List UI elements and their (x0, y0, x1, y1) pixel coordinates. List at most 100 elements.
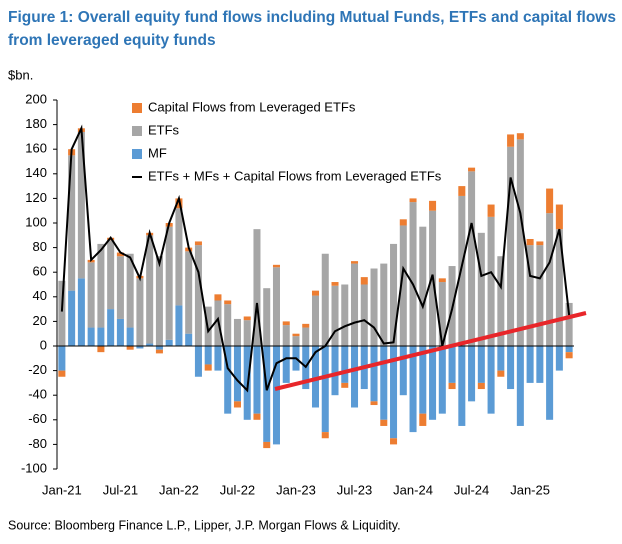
bar (204, 346, 212, 365)
bar (146, 343, 154, 346)
bar (526, 346, 534, 383)
bar (224, 346, 232, 414)
bar (77, 131, 85, 279)
bar (341, 284, 349, 346)
bar (194, 245, 202, 346)
bar (526, 238, 534, 246)
x-tick-label: Jan-24 (393, 482, 433, 497)
bar (380, 263, 388, 346)
bar (487, 216, 495, 346)
y-tick-label: 200 (25, 91, 47, 106)
bar (58, 346, 66, 371)
bar (224, 300, 232, 305)
bar (146, 235, 154, 344)
bar (126, 327, 134, 346)
bar (77, 278, 85, 346)
bar (390, 438, 398, 445)
bar (282, 321, 290, 326)
bar (243, 316, 251, 321)
bar (555, 229, 563, 346)
bar (272, 346, 280, 445)
bar (253, 413, 261, 420)
bar (126, 346, 134, 350)
bar (399, 346, 407, 396)
bar (380, 419, 388, 426)
bar (233, 318, 241, 346)
bar (68, 290, 76, 346)
bar (370, 401, 378, 406)
bar (185, 333, 193, 346)
bar (302, 323, 310, 328)
bar (370, 346, 378, 402)
bar (263, 288, 271, 346)
bar (565, 302, 573, 346)
x-tick-label: Jul-21 (103, 482, 138, 497)
bar (458, 346, 466, 426)
y-tick-label: -80 (28, 436, 47, 451)
bar (107, 240, 115, 310)
bar (360, 284, 368, 346)
bar (516, 133, 524, 140)
y-tick-label: 180 (25, 116, 47, 131)
x-tick-label: Jul-23 (337, 482, 372, 497)
bar (185, 251, 193, 334)
bar (370, 268, 378, 346)
bar (341, 346, 349, 383)
bar (477, 382, 485, 390)
trend-line (274, 311, 587, 391)
bar (448, 382, 456, 390)
bar (516, 346, 524, 426)
bar (272, 267, 280, 346)
bar (292, 333, 300, 337)
bar (507, 134, 515, 147)
bar (155, 349, 163, 354)
bar (224, 304, 232, 346)
bar (282, 325, 290, 346)
bar (497, 370, 505, 377)
bar (399, 219, 407, 226)
bar (546, 213, 554, 346)
bar (341, 382, 349, 388)
bar (194, 346, 202, 377)
bar (458, 186, 466, 196)
line-series (60, 124, 571, 393)
bar (360, 277, 368, 285)
bar (536, 245, 544, 346)
bar (546, 188, 554, 214)
bar (507, 146, 515, 346)
bar (390, 243, 398, 346)
bar (155, 256, 163, 346)
y-tick-label: -40 (28, 387, 47, 402)
legend-label: ETFs (148, 122, 180, 137)
bar (536, 346, 544, 383)
bar (429, 346, 437, 420)
bar (477, 346, 485, 383)
bar (311, 295, 320, 346)
bar (429, 200, 437, 211)
bar (58, 370, 66, 377)
bar (555, 346, 563, 371)
y-tick-label: -100 (21, 460, 47, 475)
bar (302, 327, 310, 346)
bar (243, 320, 251, 346)
bar (507, 346, 515, 390)
bar (468, 171, 476, 346)
y-tick-label: -20 (28, 362, 47, 377)
bar (468, 167, 476, 172)
legend-swatch (132, 103, 142, 113)
legend-swatch (132, 126, 142, 136)
bar (516, 139, 524, 346)
bar (204, 364, 212, 371)
bar (126, 253, 134, 328)
bar (409, 346, 417, 433)
bar (487, 204, 495, 217)
bar (311, 290, 320, 296)
bar (194, 241, 202, 246)
bar (419, 346, 427, 414)
bar (477, 232, 485, 346)
bar (282, 346, 290, 383)
legend-label: MF (148, 145, 167, 160)
bar (253, 229, 261, 346)
bar (97, 346, 105, 353)
bar (458, 195, 466, 346)
